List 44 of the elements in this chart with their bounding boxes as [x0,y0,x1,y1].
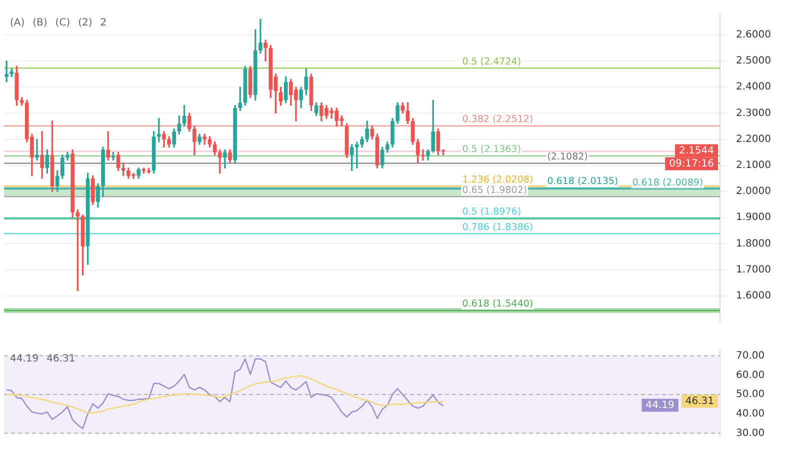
y-tick-label: 2.1000 [736,160,771,171]
candlestick [35,138,39,160]
y-tick-label: 1.6000 [736,290,771,302]
annotation: 46.31 [46,354,76,365]
candlestick [355,142,359,168]
y-tick-label: 1.8000 [736,238,771,250]
y-tick-label: 2.0000 [736,186,771,198]
y-tick-label: 2.4000 [736,82,771,93]
y-tick-label: 30.00 [736,428,765,439]
y-tick-label: 2.3000 [736,108,771,119]
y-tick-label: 2.5000 [736,56,771,67]
candlestick [258,18,262,54]
ref-line-label: 0.618 (1.5440) [462,298,534,310]
annotation: (A) [10,18,25,29]
y-tick-label: 60.00 [736,370,765,381]
ref-line-label: 0.618 (2.0135) [547,176,618,188]
annotation: 44.19 [10,354,39,365]
ref-line-label: 0.5 (1.8976) [462,206,522,218]
ref-line-label: 0.65 (1.9802) [462,184,528,196]
annotation: 44.19 [646,400,674,411]
y-tick-label: 1.9000 [736,212,771,224]
ref-line-label: 0.618 (2.0089) [632,177,704,188]
candlestick [264,40,268,62]
annotation: 46.31 [685,396,714,407]
y-tick-label: 40.00 [736,408,765,420]
ref-line-label: 0.5 (2.1363) [462,144,522,156]
y-tick-label: 1.7000 [736,264,771,276]
annotation: (2) [78,18,92,29]
y-tick-label: 50.00 [736,389,765,400]
annotation: 2 [100,18,107,29]
ref-line-label: 0.5 (2.4724) [462,56,522,68]
candlestick [421,149,425,160]
ref-line-label: 0.382 (2.2512) [462,114,534,126]
annotation: (B) [32,18,48,29]
ref-line-label: (2.1082) [547,151,588,162]
ref-line-label: 0.786 (1.8386) [462,222,534,233]
y-tick-label: 70.00 [736,350,765,362]
annotation: 2.1544 [679,145,714,156]
y-tick-label: 2.6000 [736,29,771,40]
annotation: 09:17:16 [669,158,714,170]
y-tick-label: 2.2000 [736,134,771,145]
annotation: (C) [55,18,70,29]
candlestick [4,60,8,82]
ref-line-label: 1.236 (2.0208) [462,174,534,186]
